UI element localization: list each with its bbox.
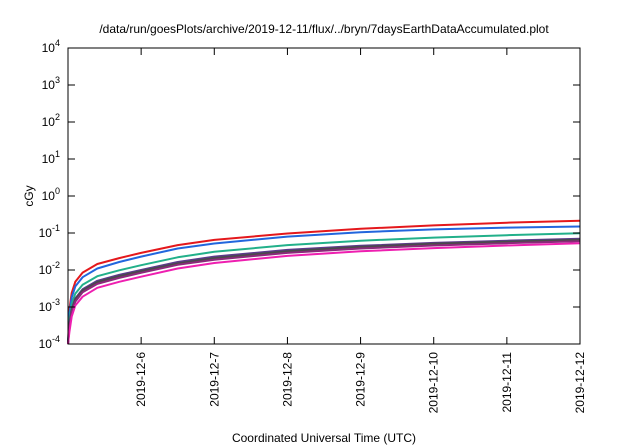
x-tick-label: 2019-12-8 xyxy=(280,352,294,407)
series-line-6 xyxy=(67,240,581,345)
x-tick-label: 2019-12-9 xyxy=(354,352,368,407)
y-tick-label: 101 xyxy=(42,149,60,166)
series-line-3 xyxy=(67,232,581,345)
chart-title: /data/run/goesPlots/archive/2019-12-11/f… xyxy=(99,22,549,36)
x-tick-label: 2019-12-10 xyxy=(427,352,441,414)
axes-layer: 10-4 10-3 10-2 10-1 100 101 102 103 104 2019-12-6… xyxy=(39,38,587,413)
y-tick-label: 103 xyxy=(42,75,60,92)
y-tick-label: 10-2 xyxy=(39,260,60,277)
y-tick-label: 100 xyxy=(42,186,60,203)
series-line-7 xyxy=(67,242,581,345)
plot-frame xyxy=(67,47,581,345)
series-layer xyxy=(67,219,581,345)
x-tick-label: 2019-12-6 xyxy=(134,352,148,407)
y-tick-label: 10-4 xyxy=(39,334,60,351)
series-line-1 xyxy=(67,219,581,345)
x-tick-label: 2019-12-11 xyxy=(500,352,514,413)
y-tick-label: 10-1 xyxy=(39,223,60,240)
x-tick-label: 2019-12-12 xyxy=(573,352,587,414)
x-tick-label: 2019-12-7 xyxy=(207,352,221,407)
y-tick-label: 102 xyxy=(42,112,60,129)
y-tick-label: 104 xyxy=(42,38,60,55)
x-axis-label: Coordinated Universal Time (UTC) xyxy=(232,431,416,445)
series-line-2 xyxy=(67,225,581,345)
y-tick-label: 10-3 xyxy=(39,297,60,314)
y-axis-label: cGy xyxy=(22,185,36,206)
